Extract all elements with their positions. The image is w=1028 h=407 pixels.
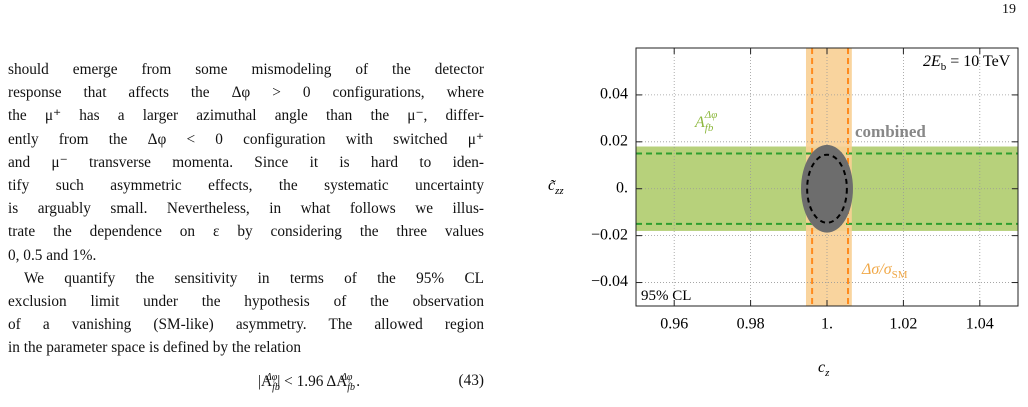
text-line: exclusion limit under the hypothesis of … (8, 292, 484, 310)
text-line: 0, 0.5 and 1%. (8, 246, 97, 264)
equation-part: fb (347, 382, 356, 394)
text-line: tify such asymmetric effects, the system… (8, 176, 484, 194)
region-label-sub: SM (892, 269, 908, 281)
region-label-base: combined (855, 122, 926, 141)
text-line: the μ⁺ has a larger azimuthal angle than… (8, 107, 484, 125)
region-label-base: Δσ/σ (861, 261, 893, 278)
annotation-sub: b (941, 61, 947, 73)
y-axis-label: c̃zz (548, 177, 564, 197)
text-line: trate the dependence on ε by considering… (8, 223, 484, 241)
equation-body: |AfbΔφ| < 1.96 ΔAfbΔφ . (258, 372, 360, 393)
annotation-rest: = 10 TeV (946, 53, 1010, 70)
annotation-base: 95% CL (641, 288, 691, 304)
text-line: of a vanishing (SM-like) asymmetry. The … (8, 316, 484, 334)
y-axis-label-base: c̃ (548, 177, 557, 194)
text-line: We quantify the sensitivity in terms of … (24, 269, 484, 287)
x-tick-label: 0.98 (737, 316, 765, 333)
y-axis-label-sub: zz (554, 185, 564, 197)
annotation-base: 2E (923, 53, 941, 70)
page-number: 19 (1002, 2, 1016, 17)
y-tick-label: 0. (616, 179, 628, 196)
y-tick-label: −0.04 (591, 273, 628, 290)
y-tick-label: 0.04 (600, 86, 628, 103)
equation: |AfbΔφ| < 1.96 ΔAfbΔφ . (43) (8, 370, 484, 396)
equation-part: Δφ (341, 372, 353, 383)
equation-part: . (352, 373, 361, 391)
region-label: combined (855, 122, 926, 141)
x-tick-label: 0.96 (660, 316, 688, 333)
region-label: AfbΔφ (694, 109, 717, 134)
equation-part: fb (272, 382, 280, 394)
text-line: and μ⁻ transverse momenta. Since it is h… (8, 153, 484, 171)
region-label-sup: Δφ (704, 109, 718, 121)
annotation: 2Eb = 10 TeV (923, 53, 1011, 73)
body-text: should emerge from some mismodeling of t… (8, 58, 484, 359)
x-axis-label: cz (818, 359, 830, 379)
equation-number: (43) (458, 372, 485, 389)
region-label: Δσ/σSM (861, 261, 908, 281)
x-tick-label: 1. (821, 316, 833, 333)
text-line: is arguably small. Nevertheless, in what… (8, 200, 484, 218)
region-label-base: A (694, 114, 705, 131)
text-line: should emerge from some mismodeling of t… (8, 61, 484, 78)
y-tick-label: 0.02 (600, 132, 628, 149)
annotation: 95% CL (641, 288, 691, 304)
combined-region (801, 144, 853, 233)
x-tick-label: 1.04 (966, 316, 994, 333)
equation-part: |A (258, 373, 273, 391)
x-axis-label-base: c (818, 359, 825, 376)
combined-bound (806, 153, 848, 224)
equation-part: | < 1.96 ΔA (277, 373, 348, 391)
equation-part: Δφ (265, 372, 278, 383)
x-tick-label: 1.02 (889, 316, 917, 333)
x-axis-label-sub: z (824, 367, 830, 379)
y-tick-label: −0.02 (591, 226, 628, 243)
text-line: in the parameter space is defined by the… (8, 339, 302, 357)
text-line: ently from the Δφ < 0 configuration with… (8, 130, 484, 148)
text-line: response that affects the Δφ > 0 configu… (8, 84, 484, 102)
region-label-sub: fb (705, 122, 714, 134)
